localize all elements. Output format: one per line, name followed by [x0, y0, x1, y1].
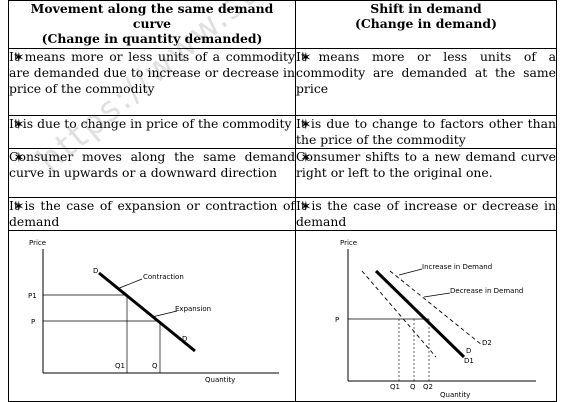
graph-movement: Price P1 P D D Contraction Expansion Q1 … — [28, 239, 279, 384]
p-label: P — [31, 318, 35, 326]
star-bullet-icon: ✶ — [300, 150, 312, 166]
q-label: Q — [152, 362, 158, 370]
row2-right-text: It is due to change to factors other tha… — [296, 116, 556, 147]
star-bullet-icon: ✶ — [13, 50, 25, 66]
increase-pointer — [398, 268, 423, 276]
graph-shift: Price P Increase in Demand Decrease in D… — [335, 239, 536, 399]
row4-left: ✶ It is the case of expansion or contract… — [8, 197, 296, 231]
expansion-label: Expansion — [175, 305, 211, 313]
x-axis-label: Quantity — [205, 376, 235, 384]
star-bullet-icon: ✶ — [13, 150, 25, 166]
row4-right: ✶ It is the case of increase or decrease … — [295, 197, 557, 231]
d-bottom-label: D — [182, 335, 187, 343]
header-movement-line3: (Change in quantity demanded) — [41, 31, 263, 46]
q1-label: Q1 — [390, 383, 400, 391]
row2-left-text: It is due to change in price of the comm… — [9, 116, 292, 131]
row3-right-text: Consumer shifts to a new demand curve ri… — [296, 149, 556, 180]
row1-left-text: It means more or less units of a commodi… — [9, 49, 295, 96]
row2-left: ✶ It is due to change in price of the com… — [8, 115, 296, 149]
header-shift: Shift in demand (Change in demand) — [295, 0, 557, 49]
row1-right-text: It means more or less units of a commodi… — [296, 49, 556, 96]
row2-right: ✶ It is due to change to factors other th… — [295, 115, 557, 149]
y-axis-label: Price — [340, 239, 357, 247]
row1-right: ✶ It means more or less units of a commod… — [295, 48, 557, 116]
demand-curve-d2 — [389, 270, 483, 346]
q-label: Q — [410, 383, 416, 391]
comparison-table: Movement along the same demand curve (Ch… — [8, 0, 557, 402]
p1-label: P1 — [28, 292, 37, 300]
decrease-label: Decrease in Demand — [450, 287, 523, 295]
d-label: D — [466, 347, 471, 355]
d-top-label: D — [93, 267, 98, 275]
graph-shift-cell: Price P Increase in Demand Decrease in D… — [295, 230, 557, 402]
row3-left-text: Consumer moves along the same demand cur… — [9, 149, 295, 180]
d1-label: D1 — [464, 357, 474, 365]
row4-right-text: It is the case of increase or decrease i… — [296, 198, 556, 229]
star-bullet-icon: ✶ — [300, 199, 312, 215]
expansion-pointer — [151, 310, 178, 318]
row4-left-text: It is the case of expansion or contracti… — [9, 198, 295, 229]
q1-label: Q1 — [115, 362, 125, 370]
demand-curve — [98, 271, 196, 353]
header-shift-line2: (Change in demand) — [355, 16, 497, 31]
demand-curve-d1 — [361, 270, 437, 358]
header-movement-line1: Movement along the same demand — [30, 1, 274, 16]
header-movement-line2: curve — [132, 16, 172, 31]
star-bullet-icon: ✶ — [13, 117, 25, 133]
decrease-pointer — [423, 292, 451, 298]
increase-label: Increase in Demand — [422, 263, 492, 271]
star-bullet-icon: ✶ — [13, 199, 25, 215]
row3-right: ✶ Consumer shifts to a new demand curve r… — [295, 148, 557, 198]
header-shift-line1: Shift in demand — [370, 1, 482, 16]
p-label: P — [335, 316, 339, 324]
star-bullet-icon: ✶ — [300, 50, 312, 66]
d2-label: D2 — [482, 339, 492, 347]
header-movement: Movement along the same demand curve (Ch… — [8, 0, 296, 49]
y-axis-label: Price — [29, 239, 46, 247]
q2-label: Q2 — [423, 383, 433, 391]
contraction-pointer — [116, 278, 143, 290]
star-bullet-icon: ✶ — [300, 117, 312, 133]
demand-curve-d — [374, 269, 466, 359]
x-axis-label: Quantity — [440, 391, 470, 399]
contraction-label: Contraction — [143, 273, 184, 281]
graph-movement-cell: Price P1 P D D Contraction Expansion Q1 … — [8, 230, 296, 402]
